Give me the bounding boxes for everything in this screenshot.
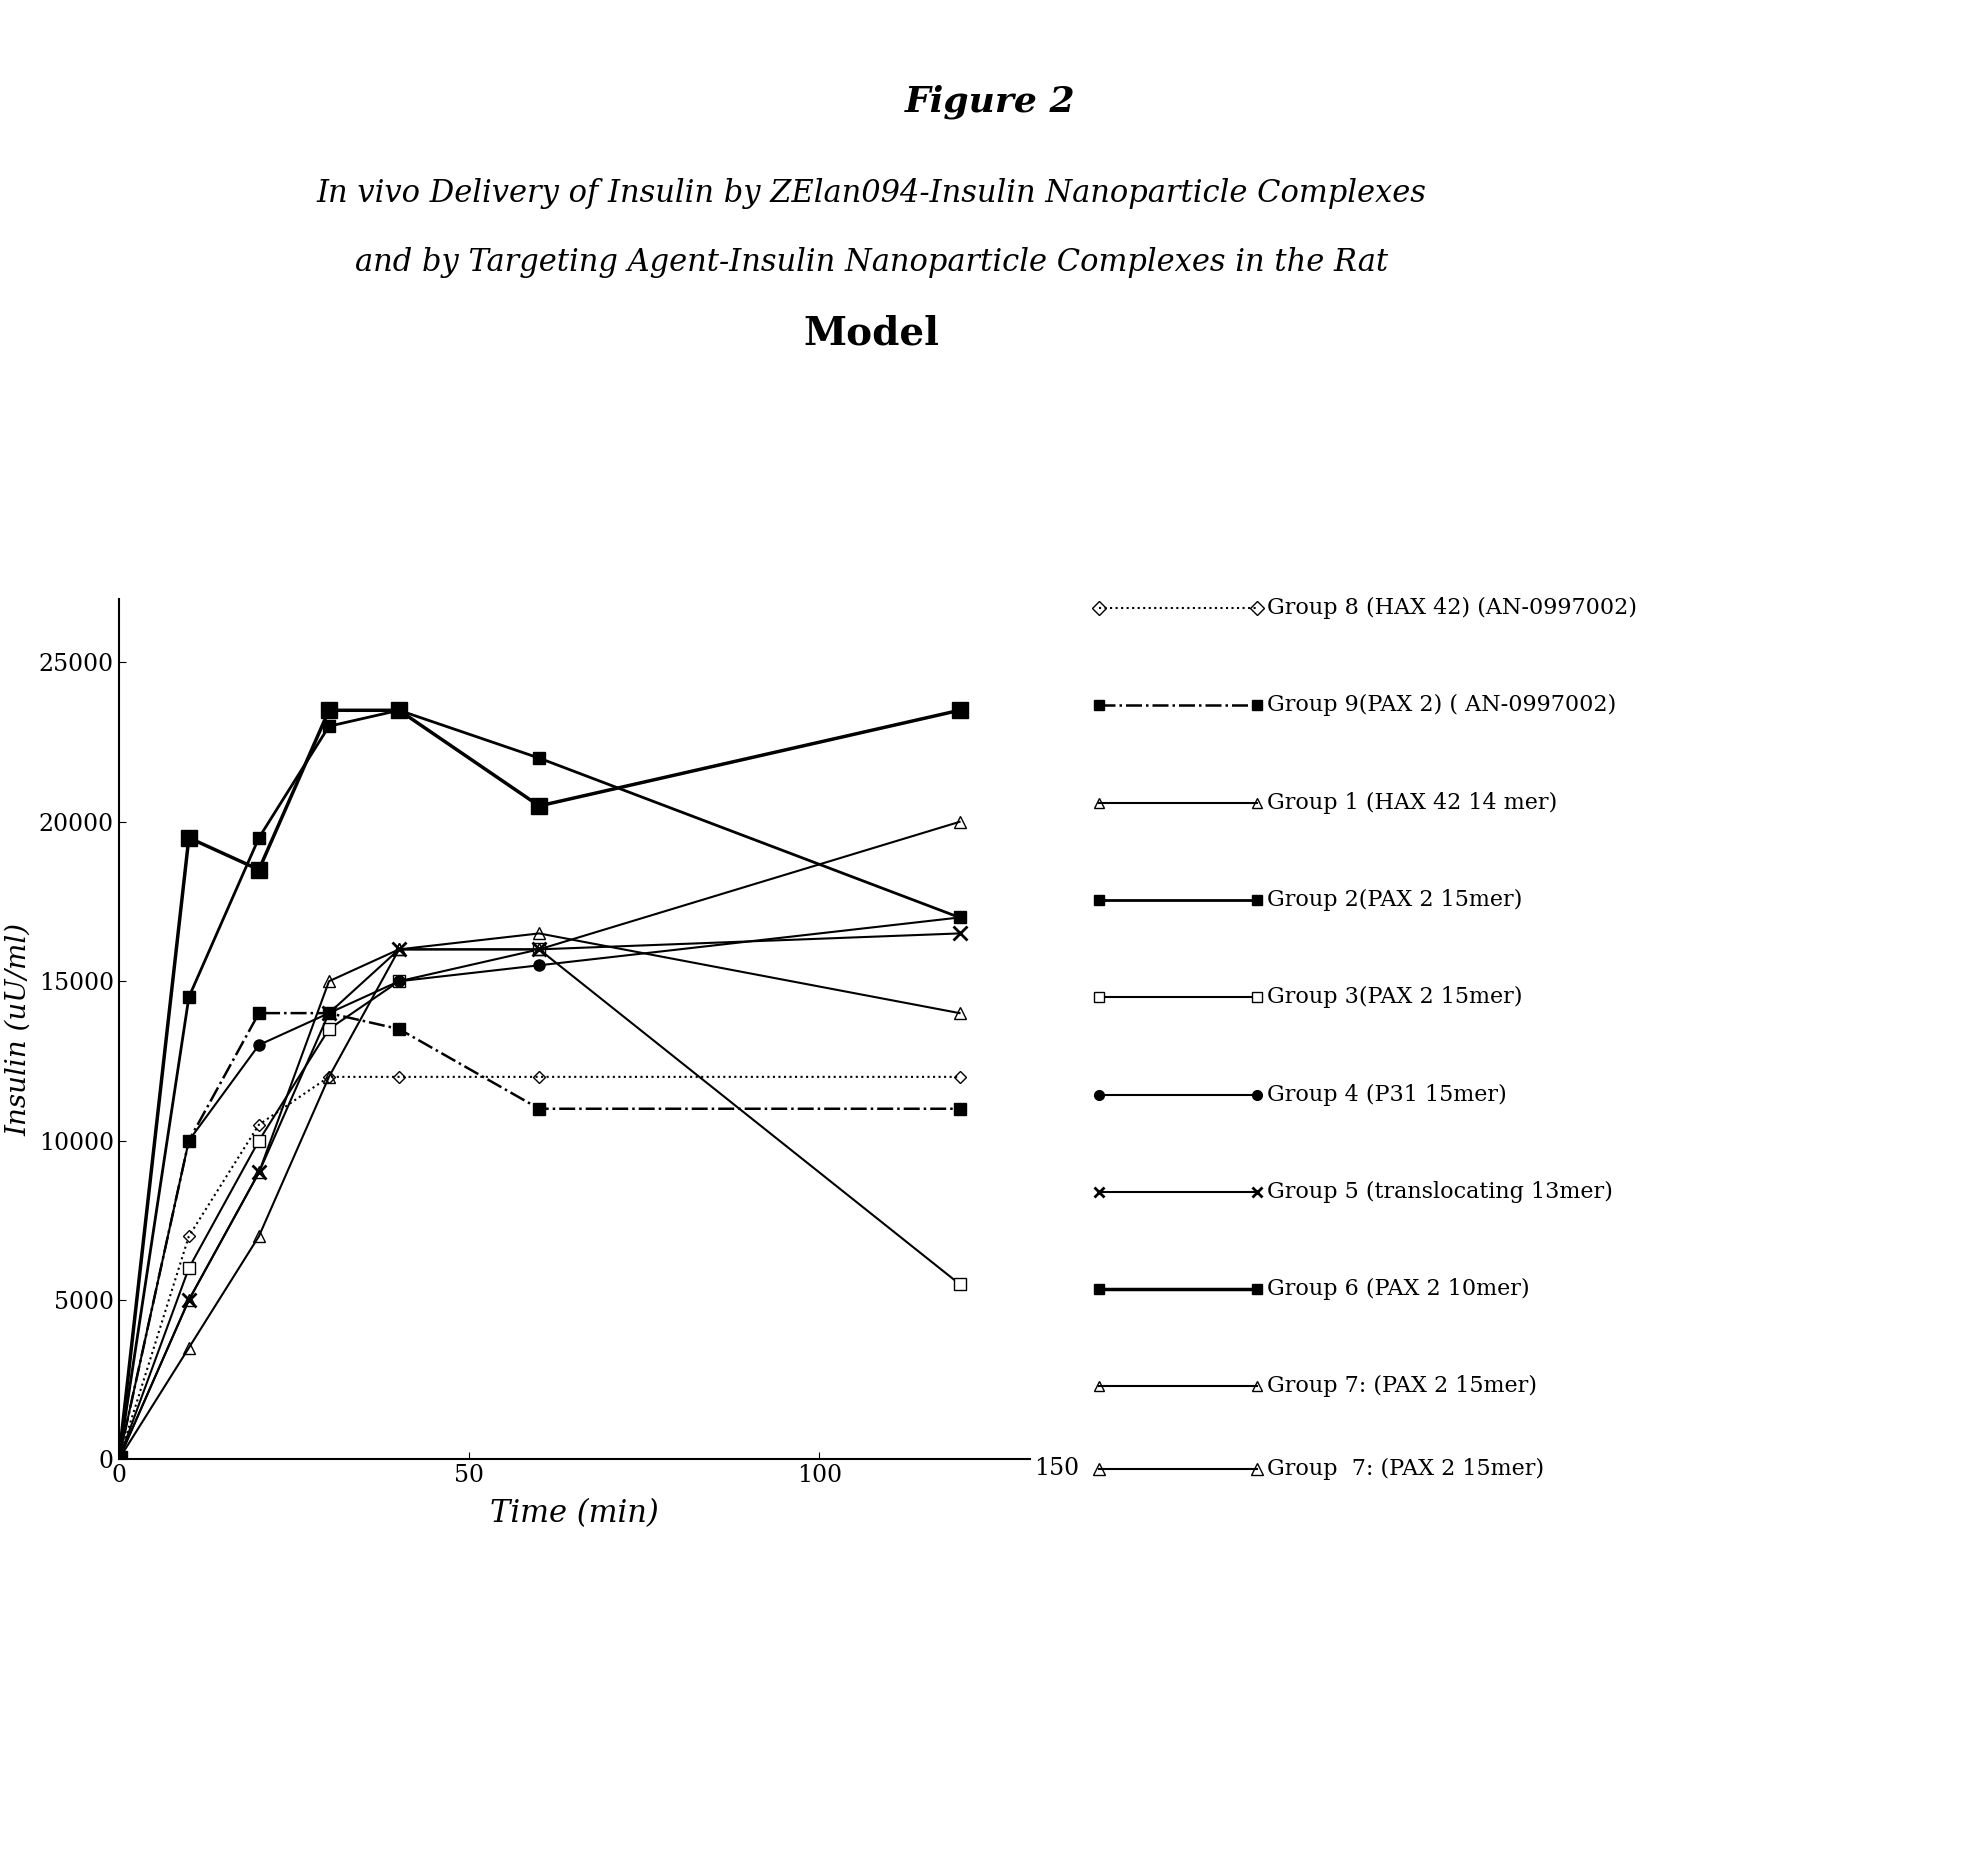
Text: Group 8 (HAX 42) (AN-0997002): Group 8 (HAX 42) (AN-0997002) <box>1267 597 1637 619</box>
Text: and by Targeting Agent-Insulin Nanoparticle Complexes in the Rat: and by Targeting Agent-Insulin Nanoparti… <box>354 247 1388 279</box>
Text: Model: Model <box>804 314 939 352</box>
Text: Group 7: (PAX 2 15mer): Group 7: (PAX 2 15mer) <box>1267 1375 1536 1398</box>
Text: Group 6 (PAX 2 10mer): Group 6 (PAX 2 10mer) <box>1267 1278 1531 1300</box>
Text: Group 9(PAX 2) ( AN-0997002): Group 9(PAX 2) ( AN-0997002) <box>1267 694 1616 717</box>
Text: Group  7: (PAX 2 15mer): Group 7: (PAX 2 15mer) <box>1267 1458 1544 1480</box>
X-axis label: Time (min): Time (min) <box>489 1499 659 1529</box>
Text: In vivo Delivery of Insulin by ZElan094-Insulin Nanoparticle Complexes: In vivo Delivery of Insulin by ZElan094-… <box>317 178 1426 210</box>
Text: Group 3(PAX 2 15mer): Group 3(PAX 2 15mer) <box>1267 986 1523 1008</box>
Text: Figure 2: Figure 2 <box>905 84 1075 118</box>
Y-axis label: Insulin (uU/ml): Insulin (uU/ml) <box>4 922 32 1136</box>
Text: Group 1 (HAX 42 14 mer): Group 1 (HAX 42 14 mer) <box>1267 791 1558 814</box>
Text: Group 5 (translocating 13mer): Group 5 (translocating 13mer) <box>1267 1181 1614 1203</box>
Text: Group 4 (P31 15mer): Group 4 (P31 15mer) <box>1267 1083 1507 1106</box>
Text: 150: 150 <box>1034 1458 1079 1480</box>
Text: Group 2(PAX 2 15mer): Group 2(PAX 2 15mer) <box>1267 889 1523 911</box>
